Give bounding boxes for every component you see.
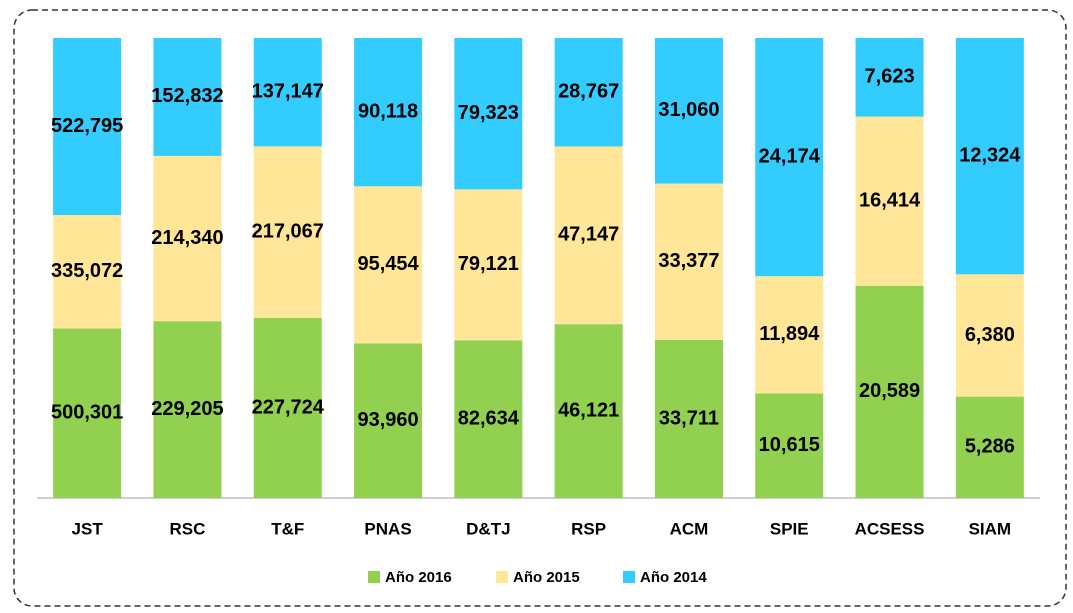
data-label: 24,174 xyxy=(759,145,821,167)
bar-segment xyxy=(153,155,222,322)
data-label: 28,767 xyxy=(558,80,619,102)
legend-swatch xyxy=(368,571,380,583)
x-tick-label: RSP xyxy=(571,519,606,538)
legend-label: Año 2014 xyxy=(640,569,707,586)
x-tick-label: JST xyxy=(72,519,104,538)
legend-swatch xyxy=(623,571,635,583)
bar-segment xyxy=(153,38,222,156)
data-label: 227,724 xyxy=(252,396,325,418)
data-label: 16,414 xyxy=(859,189,921,211)
bar-segment xyxy=(153,321,222,498)
bar-segment xyxy=(955,396,1024,498)
legend-label: Año 2015 xyxy=(513,569,580,586)
x-tick-label: SPIE xyxy=(770,519,809,538)
data-label: 93,960 xyxy=(357,409,418,431)
data-label: 33,377 xyxy=(658,250,719,272)
data-label: 12,324 xyxy=(959,144,1021,166)
bar-segment xyxy=(454,340,523,498)
data-label: 335,072 xyxy=(51,260,123,282)
bar-segment xyxy=(654,340,723,498)
data-label: 214,340 xyxy=(151,227,223,249)
bar-segment xyxy=(53,215,122,329)
data-label: 229,205 xyxy=(151,398,223,420)
bar-segment xyxy=(253,317,322,498)
x-tick-label: D&TJ xyxy=(466,519,510,538)
bar-segment xyxy=(354,38,423,187)
data-label: 5,286 xyxy=(965,436,1015,458)
data-label: 31,060 xyxy=(658,99,719,121)
legend-swatch xyxy=(496,571,508,583)
bar-segment xyxy=(454,38,523,190)
data-label: 11,894 xyxy=(759,323,820,345)
data-label: 7,623 xyxy=(865,66,915,88)
bar-segment xyxy=(253,146,322,318)
legend-label: Año 2016 xyxy=(385,569,452,586)
bar-segment xyxy=(855,38,924,117)
data-label: 79,121 xyxy=(458,253,519,275)
data-label: 137,147 xyxy=(252,80,324,102)
data-label: 79,323 xyxy=(458,102,519,124)
data-label: 82,634 xyxy=(458,407,520,429)
x-tick-label: SIAM xyxy=(969,519,1012,538)
x-tick-label: T&F xyxy=(271,519,304,538)
bar-segment xyxy=(354,343,423,498)
bar-segment xyxy=(955,38,1024,275)
data-label: 47,147 xyxy=(558,224,619,246)
data-label: 10,615 xyxy=(759,434,820,456)
bar-segment xyxy=(654,38,723,184)
data-label: 95,454 xyxy=(357,253,419,275)
x-tick-label: PNAS xyxy=(364,519,411,538)
data-label: 20,589 xyxy=(859,380,920,402)
frame xyxy=(13,9,1067,607)
bar-segment xyxy=(755,393,824,498)
bar-segment xyxy=(253,38,322,147)
data-label: 500,301 xyxy=(51,402,123,424)
bar-segment xyxy=(454,189,523,341)
data-label: 152,832 xyxy=(151,85,223,107)
bar-segment xyxy=(654,183,723,341)
bar-segment xyxy=(955,274,1024,397)
bar-segment xyxy=(53,38,122,216)
x-tick-label: RSC xyxy=(169,519,205,538)
bar-segment xyxy=(755,276,824,394)
bar-segment xyxy=(354,186,423,344)
data-label: 217,067 xyxy=(252,220,324,242)
bar-segment xyxy=(855,285,924,498)
x-tick-label: ACM xyxy=(670,519,709,538)
bar-segment xyxy=(855,116,924,286)
bar-segment xyxy=(554,38,623,147)
data-label: 6,380 xyxy=(965,324,1015,346)
data-label: 46,121 xyxy=(558,399,619,421)
bar-segment xyxy=(53,328,122,498)
x-tick-label: ACSESS xyxy=(855,519,925,538)
bar-segment xyxy=(755,38,824,277)
bar-segment xyxy=(554,146,623,325)
bar-segment xyxy=(554,324,623,498)
data-label: 33,711 xyxy=(659,407,719,429)
data-label: 90,118 xyxy=(358,100,418,122)
data-label: 522,795 xyxy=(51,115,123,137)
